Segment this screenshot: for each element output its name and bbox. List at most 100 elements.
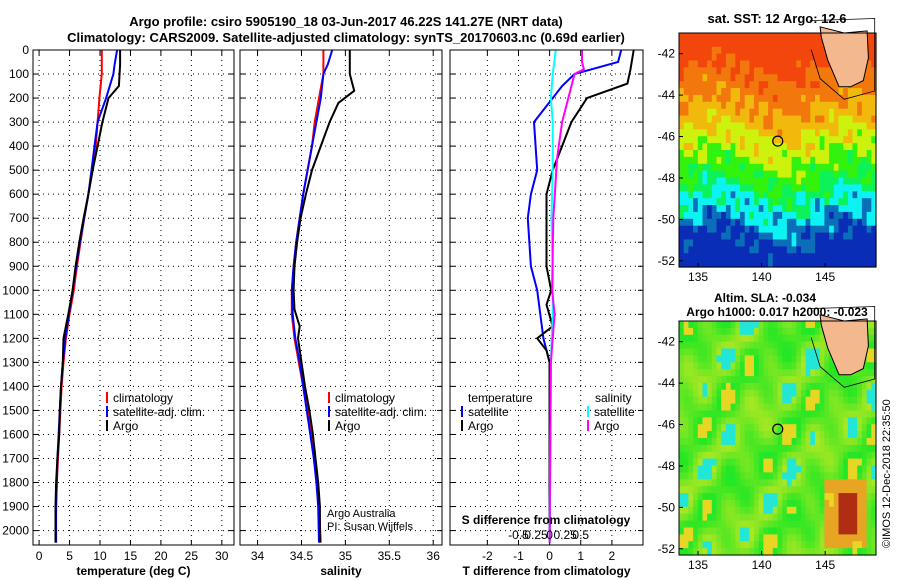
y-tick-label: -48 [658,171,676,185]
map-cell [754,33,760,41]
map-cell [758,465,764,473]
map-cell [754,94,760,103]
map-cell [810,60,816,68]
map-cell [791,246,797,254]
map-cell [824,260,830,268]
map-cell [857,150,863,158]
map-cell [782,81,788,89]
map-cell [782,369,788,377]
map-cell [786,341,793,350]
map-cell [683,177,689,185]
map-cell [796,143,802,151]
map-cell [740,479,746,487]
map-cell [697,253,704,261]
map-cell [688,444,694,453]
map-cell [852,541,858,549]
map-cell [833,438,840,446]
map-cell [852,205,858,213]
map-cell [725,46,732,55]
map-cell [749,39,755,48]
map-cell [697,513,704,522]
map-cell [730,334,736,343]
map-cell [730,60,736,68]
map-cell [683,46,689,55]
map-cell [772,198,779,206]
map-cell [716,81,722,89]
map-cell [801,334,807,343]
map-cell [711,239,718,247]
map-cell [857,389,863,398]
map-cell [852,88,858,96]
map-cell [861,527,868,535]
map-cell [857,260,863,268]
map-cell [721,53,727,62]
map-cell [796,493,802,501]
map-cell [716,410,722,418]
map-cell [866,465,872,473]
map-cell [777,60,783,68]
map-cell [772,362,779,370]
map-cell [716,239,722,247]
map-cell [791,260,797,268]
map-cell [716,444,722,453]
map-cell [866,458,872,467]
map-cell [815,458,821,467]
legend-entry: Argo [113,419,139,433]
map-cell [815,527,821,535]
map-cell [824,362,830,370]
map-cell [758,493,764,501]
map-cell [838,198,844,206]
map-cell [819,382,825,391]
map-cell [725,431,732,439]
map-cell [768,225,774,234]
map-cell [791,129,797,137]
map-cell [679,424,685,432]
map-cell [688,108,694,117]
map-cell [847,451,854,460]
map-cell [871,232,877,241]
map-cell [716,396,722,405]
map-cell [721,253,727,261]
map-cell [819,239,825,247]
map-cell [801,472,807,480]
map-cell [730,122,736,130]
map-cell [702,451,708,460]
map-cell [791,534,797,542]
map-cell [730,115,736,124]
map-cell [683,33,689,41]
map-cell [735,327,741,336]
map-cell [693,39,699,48]
map-cell [796,417,802,425]
map-cell [786,67,793,75]
map-cell [749,499,755,508]
map-cell [683,369,689,377]
map-cell [786,81,793,89]
map-cell [679,506,685,515]
map-cell [735,218,741,227]
map-cell [838,232,844,241]
map-cell [805,253,811,261]
map-cell [847,143,854,151]
map-cell [693,362,699,370]
map-cell [688,33,694,41]
map-cell [697,218,704,227]
map-cell [772,369,779,377]
map-cell [847,438,854,446]
y-tick-label: -50 [658,212,676,226]
map-cell [833,101,840,110]
map-cell [810,486,816,494]
x-tick-label: 0 [36,549,43,563]
y-tick-label: -44 [658,88,676,102]
map-cell [768,527,774,535]
map-cell [824,438,830,446]
map-cell [683,479,689,487]
map-cell [772,191,779,199]
x-tick-label: 2 [609,549,616,563]
map-cell [805,520,811,529]
map-cell [721,198,727,206]
map-cell [843,506,849,515]
map-cell [730,520,736,529]
map-cell [782,465,788,473]
map-cell [824,451,830,460]
map-cell [768,143,774,151]
